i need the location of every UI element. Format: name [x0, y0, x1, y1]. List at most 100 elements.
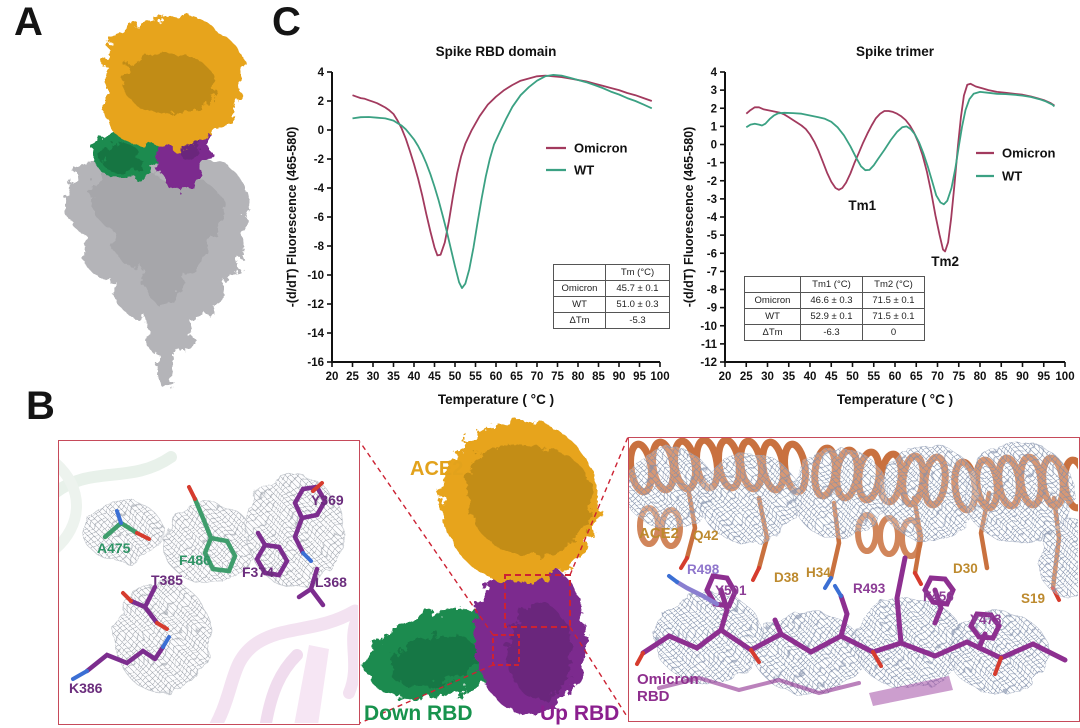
y-axis-label: -(d/dT) Fluorescence (465-580) — [285, 127, 299, 308]
legend-label: Omicron — [1002, 146, 1056, 161]
x-tick-label: 85 — [592, 371, 605, 383]
ace2-shadow — [122, 53, 217, 114]
x-tick-label: 50 — [846, 371, 859, 383]
panel-b-right-inset: ACE2 Q42 R498 Y501 D38 H34 R493 F456 D30 Y473 S19 O… — [628, 437, 1080, 722]
series-omicron — [352, 74, 653, 257]
x-tick-label: 100 — [650, 371, 669, 383]
y-tick-label: -2 — [314, 154, 324, 166]
spike-trimer-chart: 20 25 30 35 40 45 50 55 60 65 70 75 80 85 90 95 10043210… — [682, 44, 1075, 407]
tm-table-cell: -6.3 — [800, 324, 863, 341]
legend-label: WT — [574, 163, 594, 178]
x-tick-label: 35 — [387, 371, 400, 383]
x-tick-label: 70 — [931, 371, 944, 383]
annotation-tm2: Tm2 — [931, 254, 959, 269]
y-tick-label: -10 — [307, 270, 324, 282]
y-tick-label: 2 — [318, 96, 324, 108]
trimer-body-shadow — [91, 169, 225, 305]
ribbon-traces — [59, 451, 359, 724]
series-wt — [352, 74, 653, 289]
y-tick-label: -5 — [707, 230, 718, 242]
residue-label-h34: H34 — [806, 565, 831, 580]
tm-table-cell: 71.5 ± 0.1 — [862, 292, 925, 309]
tm-table-cell: ΔTm — [744, 324, 801, 341]
y-tick-label: -2 — [707, 176, 717, 188]
x-tick-label: 60 — [490, 371, 503, 383]
panel-b-label: B — [26, 384, 56, 428]
tm-table-cell: ΔTm — [553, 312, 606, 329]
x-tick-label: 60 — [889, 371, 902, 383]
residue-label-t385: T385 — [151, 572, 183, 588]
omicron-rbd-label: Omicron RBD — [637, 671, 699, 705]
y-tick-label: -4 — [707, 212, 718, 224]
chart-spike-rbd-domain: 20 25 30 35 40 45 50 55 60 65 70 75 80 85 90 95 100 4 2 0 -2… — [283, 28, 683, 407]
panel-b-complex-map: ACE2 Down RBD Up RBD — [359, 402, 640, 728]
tm-table-cell: Tm (°C) — [605, 264, 670, 281]
tm-table: Tm1 (°C) Tm2 (°C) Omicron 46.6 ± 0.3 71.5 ± … — [744, 276, 925, 341]
residue-label-y369: Y369 — [311, 492, 344, 508]
tm-table-cell: WT — [744, 308, 801, 325]
spike-rbd-domain-chart: 20 25 30 35 40 45 50 55 60 65 70 75 80 85 90 95 100420-2… — [285, 44, 670, 407]
x-tick-label: 40 — [408, 371, 421, 383]
panel-a-density-map — [55, 8, 255, 392]
x-tick-label: 75 — [551, 371, 564, 383]
tm-table-cell: Omicron — [744, 292, 801, 309]
y-tick-label: 0 — [318, 125, 324, 137]
x-tick-label: 95 — [1037, 371, 1050, 383]
x-tick-label: 90 — [613, 371, 626, 383]
x-axis-label: Temperature ( °C ) — [438, 392, 554, 407]
residue-label-d38: D38 — [774, 570, 799, 585]
chart-title: Spike trimer — [856, 44, 935, 59]
tm-table-cell: Omicron — [553, 280, 606, 297]
x-axis-label: Temperature ( °C ) — [837, 392, 953, 407]
y-tick-label: -12 — [307, 299, 324, 311]
x-tick-label: 85 — [995, 371, 1008, 383]
down-rbd-shadow — [101, 143, 141, 173]
x-tick-label: 30 — [761, 371, 774, 383]
ace2-rbd-interface-structure — [629, 438, 1079, 706]
ace2-shadow — [466, 444, 592, 556]
x-tick-label: 65 — [510, 371, 523, 383]
y-tick-label: -11 — [701, 339, 718, 351]
y-tick-label: 4 — [318, 67, 325, 79]
purple-heteroatoms — [71, 481, 324, 681]
rbd-beta-strand — [869, 676, 953, 706]
spike-trimer-ace2-map — [65, 15, 250, 390]
y-tick-label: 1 — [711, 121, 718, 133]
y-tick-label: -12 — [700, 357, 717, 369]
chart-spike-trimer: 20 25 30 35 40 45 50 55 60 65 70 75 80 85 90 95 100 4 3 2 1 0… — [680, 28, 1080, 407]
tm-table-cell: 45.7 ± 0.1 — [605, 280, 670, 297]
tm-table-cell: 0 — [862, 324, 925, 341]
green-heteroatoms — [115, 485, 197, 541]
down-rbd-shadow — [389, 636, 478, 688]
residue-label-r498: R498 — [687, 562, 720, 577]
y-tick-label: -3 — [707, 194, 717, 206]
residue-label-q42: Q42 — [693, 528, 719, 543]
up-rbd-label: Up RBD — [540, 702, 620, 725]
tm-table-cell: 51.0 ± 0.3 — [605, 296, 670, 313]
panel-c-label: C — [272, 0, 302, 44]
residue-label-y473: Y473 — [970, 612, 1002, 627]
y-tick-label: -16 — [307, 357, 324, 369]
x-tick-label: 90 — [1016, 371, 1029, 383]
y-tick-label: -8 — [707, 285, 718, 297]
y-tick-label: 4 — [711, 67, 718, 79]
tm-table-cell: 71.5 ± 0.1 — [862, 308, 925, 325]
x-tick-label: 40 — [804, 371, 817, 383]
x-tick-label: 55 — [469, 371, 482, 383]
ace2-interface-zoom-box — [504, 574, 571, 628]
residue-label-d30: D30 — [953, 561, 978, 576]
x-tick-label: 45 — [428, 371, 441, 383]
y-tick-label: -4 — [314, 183, 325, 195]
complex-density-map — [359, 420, 629, 724]
residue-label-a475: A475 — [97, 540, 131, 556]
y-tick-label: -9 — [707, 303, 717, 315]
y-tick-label: 3 — [711, 85, 717, 97]
y-tick-label: -6 — [707, 248, 717, 260]
legend-label: Omicron — [574, 141, 628, 156]
series-omicron — [745, 82, 1055, 253]
x-tick-label: 80 — [974, 371, 987, 383]
y-tick-label: -14 — [307, 328, 324, 340]
r498-stick — [674, 579, 720, 607]
beta-strand — [294, 645, 329, 724]
x-tick-label: 95 — [633, 371, 646, 383]
